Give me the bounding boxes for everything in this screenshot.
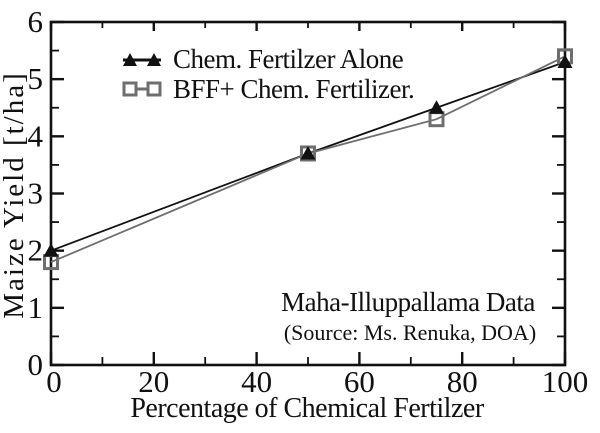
x-tick-label: 80 <box>447 364 478 399</box>
triangle-marker <box>557 54 573 69</box>
x-axis-title: Percentage of Chemical Fertilzer <box>130 393 484 424</box>
x-tick-label: 100 <box>542 364 589 399</box>
triangle-marker <box>300 145 316 160</box>
y-tick-label: 3 <box>28 176 44 211</box>
square-line-marker-icon <box>122 81 162 97</box>
y-tick-label: 5 <box>28 61 44 96</box>
annotation-title: Maha-Illuppallama Data <box>281 287 535 317</box>
x-tick-label: 20 <box>138 364 169 399</box>
y-axis-title: Maize Yield [t/ha] <box>0 71 30 319</box>
series-line-0 <box>50 61 566 252</box>
y-tick-label: 2 <box>28 233 44 268</box>
legend-label-chem-alone: Chem. Fertilzer Alone <box>173 43 404 74</box>
legend-item-chem-alone: Chem. Fertilzer Alone <box>119 44 414 74</box>
legend-item-bff-chem: BFF+ Chem. Fertilizer. <box>119 73 415 104</box>
x-tick-label: 40 <box>241 364 272 399</box>
x-tick-label: 60 <box>344 364 375 399</box>
triangle-marker <box>43 243 59 257</box>
y-tick-label: 1 <box>28 290 44 325</box>
y-tick-label: 4 <box>28 118 44 153</box>
triangle-marker <box>429 100 444 114</box>
y-tick-label: 6 <box>28 4 44 39</box>
y-tick-label: 0 <box>28 347 44 382</box>
x-tick-label: 0 <box>46 364 62 399</box>
annotation-source: (Source: Ms. Renuka, DOA) <box>283 320 537 345</box>
series-line-1 <box>50 55 566 263</box>
legend-label-bff-chem: BFF+ Chem. Fertilizer. <box>173 73 415 104</box>
triangle-line-marker-icon <box>123 53 161 66</box>
legend: Chem. Fertilzer Alone BFF+ Chem. Fertili… <box>119 44 415 104</box>
